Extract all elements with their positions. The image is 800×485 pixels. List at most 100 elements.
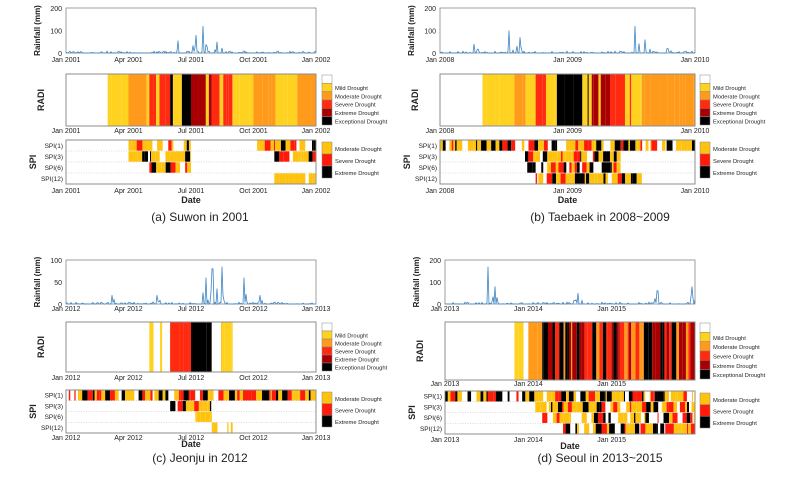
spi-band <box>578 140 584 150</box>
spi-band <box>139 390 143 400</box>
radi-band <box>221 323 224 372</box>
radi-band <box>672 323 677 380</box>
spi-band <box>600 391 603 401</box>
radi-xtick-label: Apr 2012 <box>114 375 143 382</box>
spi-band <box>286 140 291 150</box>
spi-band <box>598 413 603 423</box>
spi-band <box>640 424 645 434</box>
spi-band <box>606 391 607 401</box>
rainfall-xtick-label: Apr 2001 <box>114 57 143 64</box>
spi-band <box>663 402 667 412</box>
spi-xtick-label: Jan 2014 <box>514 437 543 444</box>
radi-xtick-label: Jan 2015 <box>597 381 626 388</box>
spi-band <box>80 390 83 400</box>
spi-band <box>171 162 176 172</box>
spi-band <box>457 391 462 401</box>
radi-legend-label: Severe Drought <box>335 103 376 109</box>
rainfall-plot-frame <box>445 260 695 304</box>
spi-band <box>131 390 135 400</box>
radi-band <box>180 323 184 372</box>
spi-band <box>667 140 673 150</box>
radi-band <box>254 75 263 126</box>
spi-xtick-label: Jul 2001 <box>178 188 205 195</box>
radi-band <box>613 323 615 380</box>
spi-band <box>665 391 669 401</box>
spi-band <box>569 162 571 172</box>
spi-band <box>615 140 621 150</box>
spi-band <box>610 140 614 150</box>
spi-band <box>637 173 642 183</box>
spi-band <box>533 162 536 172</box>
spi-band <box>558 162 563 172</box>
spi-band <box>658 413 659 423</box>
spi-band <box>293 151 299 161</box>
spi-band <box>669 413 672 423</box>
spi-band <box>607 151 610 161</box>
radi-legend-swatch <box>322 347 332 355</box>
spi-legend-label: Severe Drought <box>713 409 754 415</box>
spi-band <box>676 391 678 401</box>
radi-legend-label: Mild Drought <box>713 86 746 92</box>
spi-band <box>534 140 538 150</box>
spi-band <box>481 391 484 401</box>
radi-band <box>605 75 610 126</box>
spi-band <box>624 413 627 423</box>
radi-band <box>232 323 233 372</box>
radi-band <box>682 75 686 126</box>
spi-band <box>313 151 316 161</box>
spi-band <box>674 402 677 412</box>
spi-band <box>566 140 570 150</box>
radi-band <box>628 323 629 380</box>
spi-band <box>660 424 664 434</box>
spi-band <box>591 391 596 401</box>
radi-band <box>667 75 674 126</box>
spi-band <box>656 424 658 434</box>
radi-band <box>526 75 533 126</box>
radi-xtick-label: Jan 2013 <box>302 375 331 382</box>
spi-band <box>561 173 566 183</box>
spi-band <box>564 162 567 172</box>
radi-legend-swatch <box>700 370 710 379</box>
spi-band <box>235 390 237 400</box>
radi-legend-swatch-none <box>322 323 332 331</box>
radi-legend-label: Severe Drought <box>335 349 376 355</box>
spi-band <box>611 162 612 172</box>
spi-band <box>527 162 533 172</box>
spi-band <box>609 424 615 434</box>
spi-band <box>224 390 229 400</box>
radi-band <box>543 75 546 126</box>
radi-ylabel: RADI <box>415 340 425 362</box>
spi-band <box>678 391 684 401</box>
spi-band <box>541 162 543 172</box>
radi-band <box>188 323 191 372</box>
rainfall-ylabel: Rainfall (mm) <box>407 5 416 56</box>
spi-band <box>566 424 571 434</box>
radi-band <box>630 75 631 126</box>
spi-band <box>177 390 179 400</box>
rainfall-ytick-label: 50 <box>54 280 62 287</box>
rainfall-ytick-label: 100 <box>429 280 441 287</box>
spi-band <box>122 390 125 400</box>
spi-band <box>692 402 695 412</box>
spi-band <box>174 390 177 400</box>
radi-band <box>676 323 679 380</box>
spi-legend-swatch <box>700 166 710 178</box>
radi-band <box>108 75 112 126</box>
spi-band <box>483 391 486 401</box>
spi-band <box>528 140 534 150</box>
radi-band <box>162 323 170 372</box>
radi-band <box>542 323 544 380</box>
spi-row-label: SPI(12) <box>41 425 63 432</box>
radi-band <box>201 323 207 372</box>
radi-band <box>483 75 487 126</box>
spi-band <box>183 401 186 411</box>
spi-band <box>588 140 592 150</box>
spi-band <box>630 402 632 412</box>
date-xlabel: Date <box>181 195 201 205</box>
spi-band <box>243 390 248 400</box>
radi-band <box>533 75 536 126</box>
spi-band <box>606 173 608 183</box>
spi-row-label: SPI(1) <box>419 143 437 150</box>
spi-band <box>632 173 636 183</box>
spi-band <box>602 424 607 434</box>
